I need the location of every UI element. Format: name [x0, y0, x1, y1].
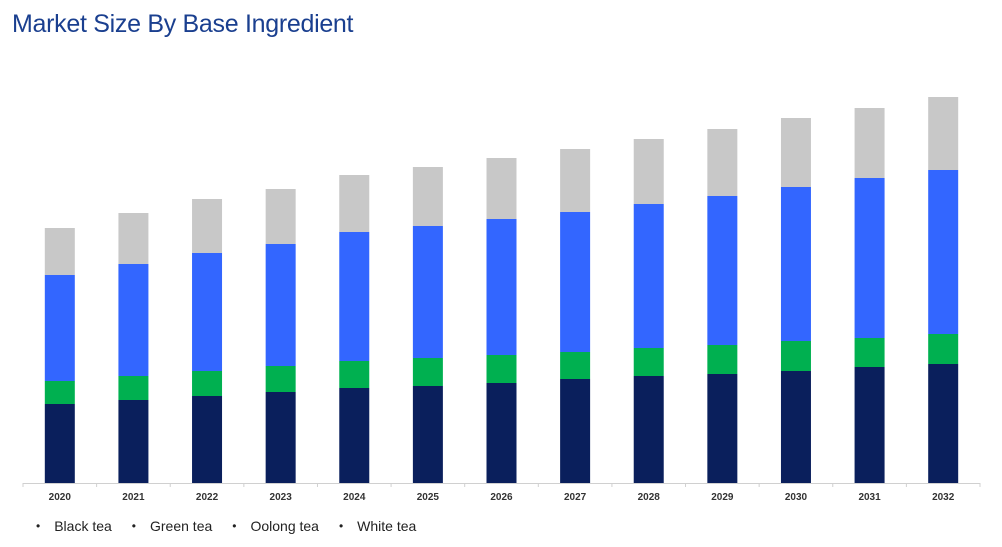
bar-segment-white-tea: [633, 139, 664, 204]
bar-segment-black-tea: [486, 383, 517, 483]
x-tick-label: 2026: [490, 492, 513, 503]
legend-bullet-icon: •: [36, 519, 41, 533]
bar-segment-green-tea: [560, 352, 591, 379]
bar-segment-green-tea: [633, 348, 664, 376]
x-tick-label: 2031: [858, 492, 881, 503]
bar-segment-green-tea: [118, 376, 149, 400]
bar-segment-white-tea: [780, 118, 811, 187]
legend-label: White tea: [357, 518, 417, 534]
x-tick-label: 2029: [711, 492, 734, 503]
x-tick-label: 2020: [49, 492, 72, 503]
bar-segment-green-tea: [339, 361, 370, 388]
bar-segment-green-tea: [412, 358, 443, 386]
bar-segment-oolong-tea: [928, 170, 959, 334]
bar-segment-oolong-tea: [854, 178, 885, 338]
bar-segment-oolong-tea: [44, 275, 75, 381]
x-tick-label: 2028: [638, 492, 661, 503]
bar-segment-black-tea: [780, 371, 811, 483]
x-tick-label: 2030: [785, 492, 808, 503]
legend-item: • Oolong tea: [232, 518, 319, 534]
bar-segment-oolong-tea: [412, 226, 443, 358]
bar-segment-white-tea: [928, 97, 959, 170]
bar-segment-white-tea: [707, 129, 738, 196]
bar-segment-white-tea: [560, 149, 591, 212]
bar-segment-black-tea: [633, 376, 664, 483]
bar-segment-green-tea: [192, 371, 223, 396]
bar-segment-white-tea: [854, 108, 885, 178]
bar-segment-white-tea: [118, 213, 149, 264]
bar-segment-green-tea: [854, 338, 885, 367]
bar-segment-black-tea: [265, 392, 296, 483]
bar-segment-green-tea: [486, 355, 517, 383]
bar-segment-green-tea: [265, 366, 296, 392]
x-tick-label: 2024: [343, 492, 366, 503]
bar-segment-black-tea: [192, 396, 223, 483]
bar-segment-black-tea: [339, 388, 370, 483]
bar-segment-black-tea: [854, 367, 885, 483]
bar-segment-green-tea: [780, 341, 811, 371]
bar-segment-white-tea: [44, 228, 75, 275]
x-tick-label: 2025: [417, 492, 440, 503]
bar-segment-white-tea: [486, 158, 517, 219]
bar-segment-black-tea: [118, 400, 149, 483]
x-tick-label: 2022: [196, 492, 219, 503]
bar-segment-oolong-tea: [118, 264, 149, 376]
bar-segment-oolong-tea: [339, 232, 370, 361]
legend-label: Black tea: [54, 518, 112, 534]
bar-segment-black-tea: [707, 374, 738, 483]
bar-segment-green-tea: [928, 334, 959, 364]
legend-bullet-icon: •: [338, 519, 344, 533]
bar-segment-oolong-tea: [192, 253, 223, 371]
bar-segment-white-tea: [192, 199, 223, 253]
legend: • Black tea • Green tea • Oolong tea • White te…: [36, 518, 416, 534]
bar-segment-green-tea: [707, 345, 738, 374]
x-tick-label: 2021: [122, 492, 145, 503]
legend-label: Oolong tea: [250, 518, 319, 534]
legend-label: Green tea: [150, 518, 213, 534]
legend-item: • White tea: [339, 518, 416, 534]
bar-segment-oolong-tea: [780, 187, 811, 341]
legend-bullet-icon: •: [131, 519, 136, 533]
bar-segment-black-tea: [928, 364, 959, 483]
bar-segment-black-tea: [412, 386, 443, 483]
legend-bullet-icon: •: [232, 519, 237, 533]
x-tick-label: 2027: [564, 492, 587, 503]
bar-segment-white-tea: [412, 167, 443, 226]
bar-segment-green-tea: [44, 381, 75, 404]
x-tick-label: 2023: [270, 492, 293, 503]
legend-item: • Black tea: [36, 518, 112, 534]
bar-segment-white-tea: [265, 189, 296, 244]
bar-segment-white-tea: [339, 175, 370, 232]
x-tick-label: 2032: [932, 492, 955, 503]
bar-segment-oolong-tea: [486, 219, 517, 355]
bar-segment-black-tea: [44, 404, 75, 483]
bar-segment-oolong-tea: [560, 212, 591, 352]
chart-title: Market Size By Base Ingredient: [12, 10, 354, 38]
bar-segment-oolong-tea: [633, 204, 664, 348]
bar-segment-oolong-tea: [265, 244, 296, 366]
legend-item: • Green tea: [132, 518, 212, 534]
bar-segment-black-tea: [560, 379, 591, 483]
bar-segment-oolong-tea: [707, 196, 738, 345]
